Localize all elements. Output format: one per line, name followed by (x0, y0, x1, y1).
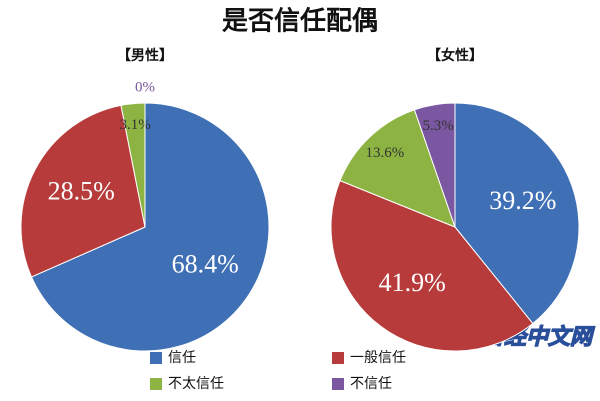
data-label: 0% (135, 80, 155, 96)
data-label: 3.1% (119, 117, 150, 133)
page-title: 是否信任配偶 (222, 7, 378, 37)
pie-slice (339, 109, 456, 228)
chart-subtitle: 【男性】 (117, 47, 173, 64)
legend-label: 不信任 (350, 376, 392, 392)
legend-swatch (332, 352, 344, 364)
data-label: 68.4% (172, 249, 239, 278)
legend-swatch (150, 352, 162, 364)
pie-slice (454, 102, 580, 325)
pie-slice (20, 104, 146, 278)
legend-label: 不太信任 (168, 376, 224, 392)
data-label: 28.5% (48, 177, 115, 206)
data-label: 41.9% (379, 268, 446, 297)
pie-slice (30, 102, 270, 352)
legend-label: 一般信任 (350, 350, 406, 366)
data-label: 39.2% (489, 186, 556, 215)
pie-slice (413, 102, 456, 228)
data-label: 5.3% (423, 118, 454, 134)
legend-label: 信任 (168, 350, 196, 366)
pie-slice (330, 179, 534, 352)
data-label: 13.6% (366, 145, 405, 161)
legend-swatch (150, 378, 162, 390)
chart-subtitle: 【女性】 (427, 47, 483, 64)
legend-swatch (332, 378, 344, 390)
